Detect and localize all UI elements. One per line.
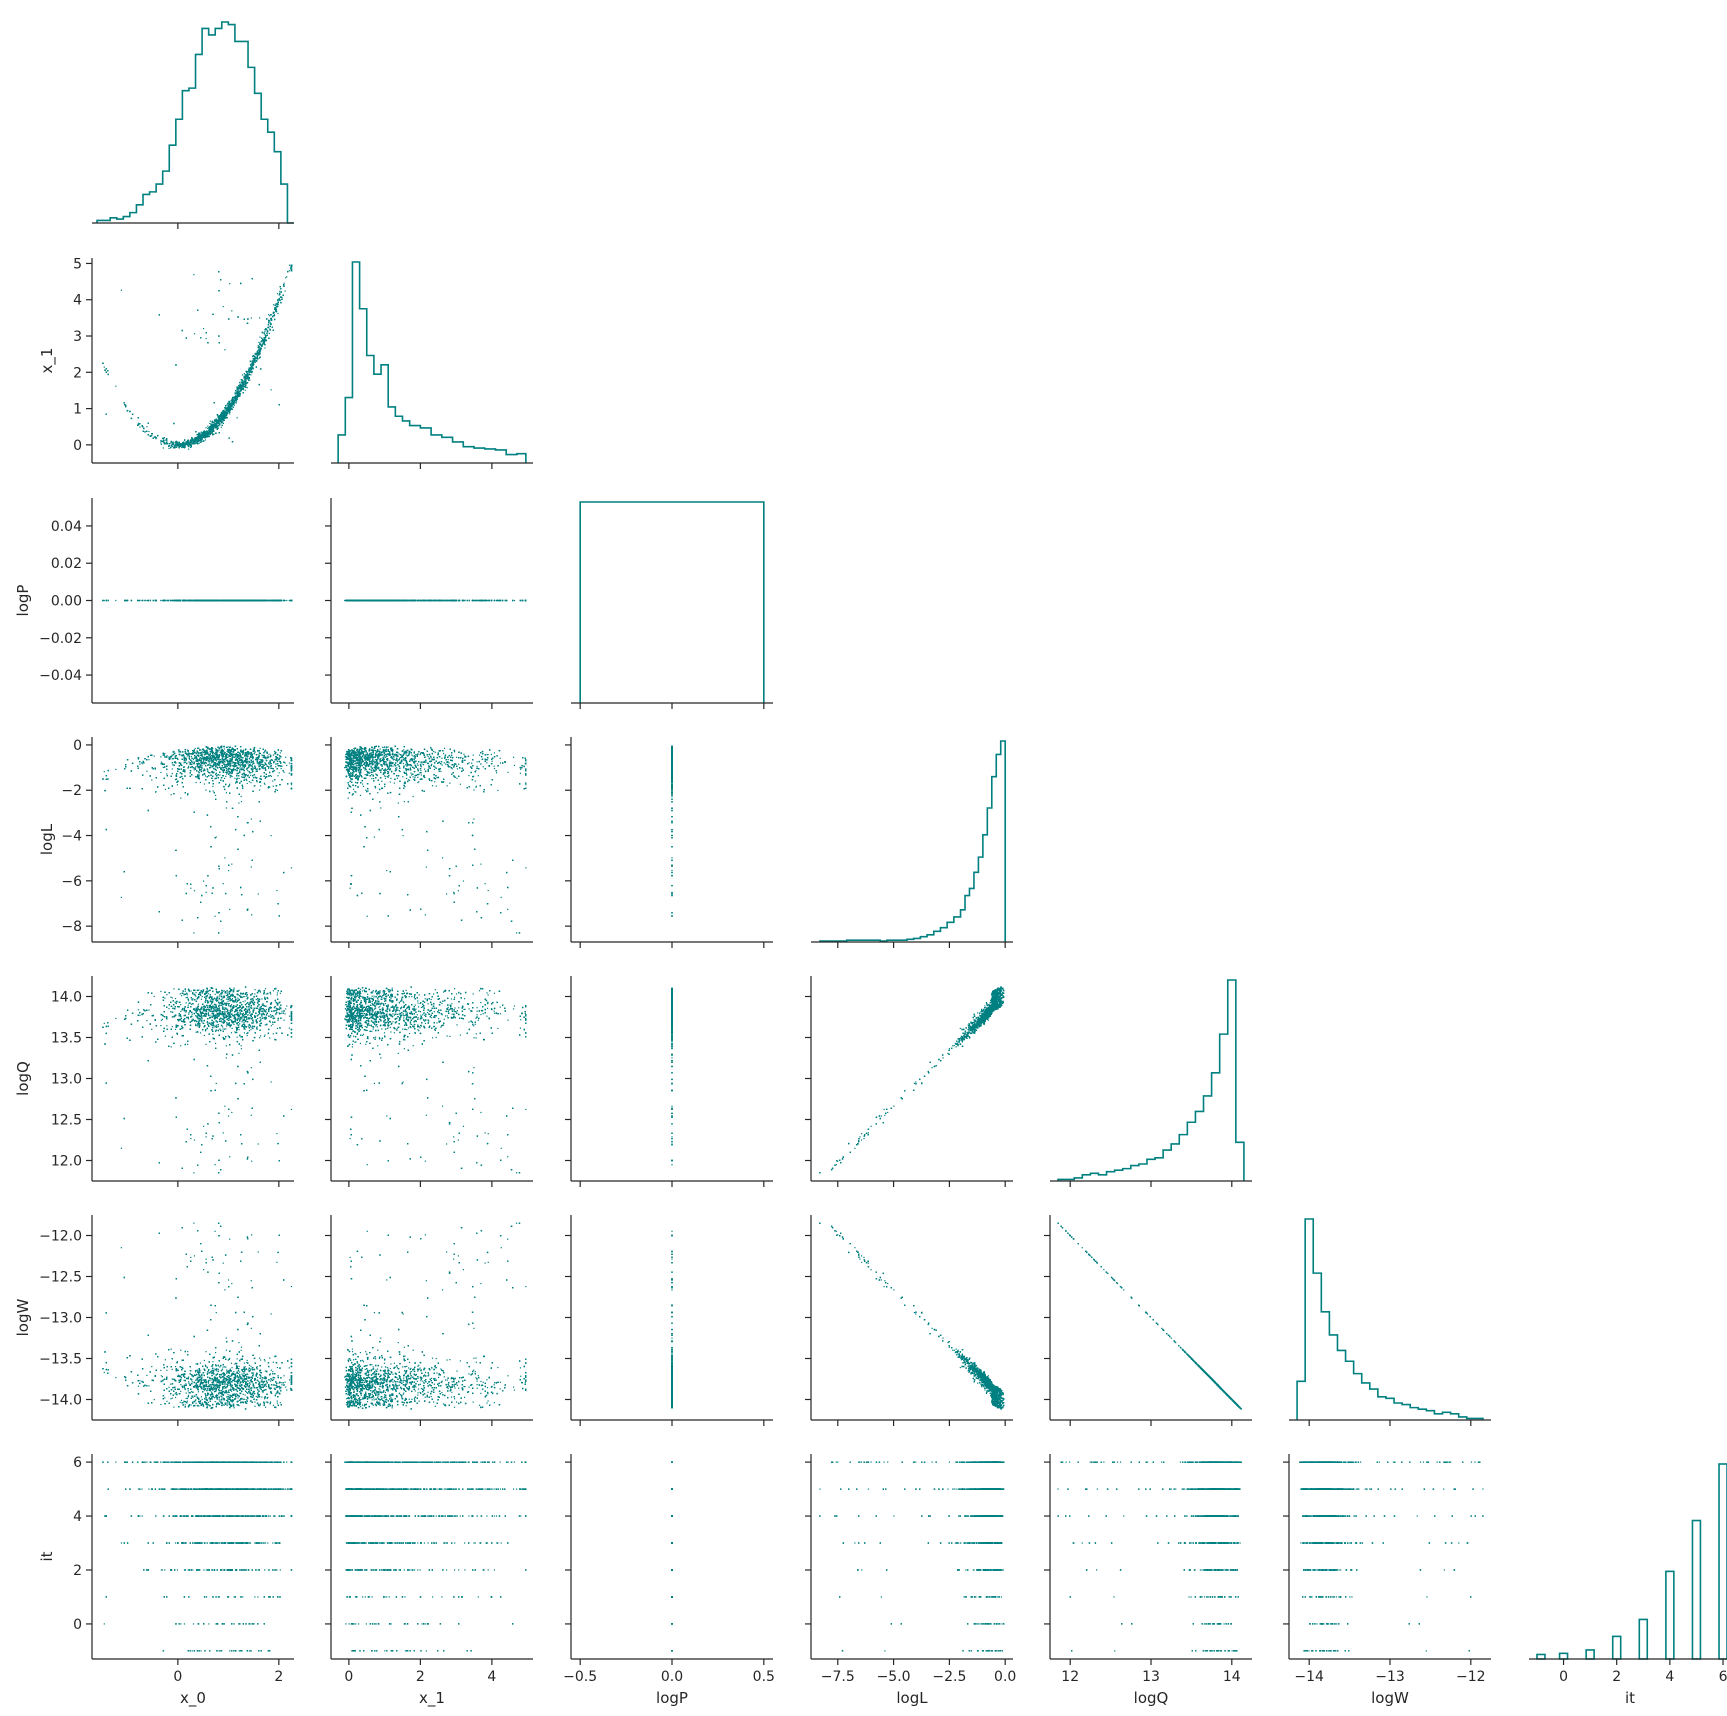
scatter-point <box>247 387 248 388</box>
scatter-point <box>231 310 232 311</box>
scatter-point <box>268 327 269 328</box>
scatter-point <box>197 436 198 437</box>
scatter-point <box>166 440 167 441</box>
scatter-point <box>205 439 206 440</box>
scatter-point <box>201 432 202 433</box>
scatter-point <box>251 317 252 318</box>
scatter-point <box>146 426 147 427</box>
scatter-point <box>238 385 239 386</box>
scatter-point <box>138 423 139 424</box>
scatter-point <box>104 367 105 368</box>
scatter-point <box>264 347 265 348</box>
scatter-point <box>115 386 116 387</box>
scatter-point <box>281 297 282 298</box>
scatter-point <box>223 306 224 307</box>
scatter-point <box>259 317 260 318</box>
scatter-point <box>168 448 169 449</box>
scatter-point <box>264 331 265 332</box>
scatter-point <box>284 290 285 291</box>
scatter-point <box>283 283 284 284</box>
scatter-point <box>273 304 274 305</box>
scatter-point <box>154 436 155 437</box>
scatter-point <box>234 405 235 406</box>
scatter-point <box>259 337 260 338</box>
scatter-point <box>258 345 259 346</box>
scatter-point <box>236 402 237 403</box>
scatter-point <box>289 270 290 271</box>
scatter-point <box>229 283 230 284</box>
scatter-point <box>172 446 173 447</box>
scatter-point <box>244 373 245 374</box>
scatter-point <box>269 315 270 316</box>
scatter-point <box>210 421 211 422</box>
scatter-point <box>239 382 240 383</box>
scatter-point <box>212 423 213 424</box>
scatter-point <box>258 342 259 343</box>
scatter-point <box>208 430 209 431</box>
scatter-point <box>163 447 164 448</box>
scatter-point <box>277 313 278 314</box>
scatter-point <box>221 427 222 428</box>
scatter-point <box>229 413 230 414</box>
scatter-point <box>207 428 208 429</box>
scatter-point <box>269 333 270 334</box>
scatter-point <box>165 439 166 440</box>
scatter-point <box>267 327 268 328</box>
scatter-point <box>216 418 217 419</box>
scatter-point <box>170 443 171 444</box>
scatter-point <box>257 350 258 351</box>
scatter-point <box>139 426 140 427</box>
scatter-point <box>224 407 225 408</box>
scatter-point <box>206 430 207 431</box>
scatter-point <box>188 449 189 450</box>
scatter-point <box>193 274 194 275</box>
scatter-point <box>286 276 287 277</box>
scatter-point <box>250 374 251 375</box>
scatter-point <box>277 293 278 294</box>
scatter-point <box>199 443 200 444</box>
scatter-point <box>121 290 122 291</box>
hist-x_0 <box>97 22 294 223</box>
scatter-point <box>207 426 208 427</box>
scatter-point <box>242 374 243 375</box>
scatter-point <box>285 277 286 278</box>
scatter-point <box>274 315 275 316</box>
scatter-point <box>160 442 161 443</box>
scatter-point <box>279 291 280 292</box>
scatter-point <box>194 333 195 334</box>
scatter-point <box>161 444 162 445</box>
scatter-point <box>271 389 272 390</box>
scatter-point <box>230 400 231 401</box>
scatter-point <box>203 328 204 329</box>
scatter-point <box>268 314 269 315</box>
scatter-point <box>237 417 238 418</box>
panel-x_0-vs-x_0 <box>92 22 294 229</box>
scatter-point <box>148 431 149 432</box>
scatter-point <box>239 396 240 397</box>
scatter-point <box>245 390 246 391</box>
scatter-point <box>206 338 207 339</box>
scatter-point <box>209 423 210 424</box>
scatter-point <box>274 314 275 315</box>
scatter-point <box>249 380 250 381</box>
scatter-point <box>226 404 227 405</box>
scatter-point <box>289 265 290 266</box>
scatter-point <box>205 427 206 428</box>
scatter-point <box>155 438 156 439</box>
scatter-point <box>224 349 225 350</box>
